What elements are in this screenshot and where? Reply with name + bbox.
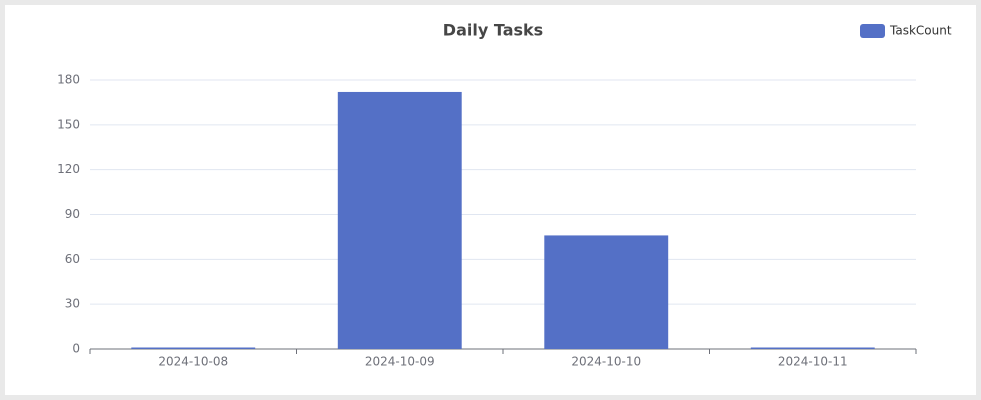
y-tick-label: 60 xyxy=(65,252,80,266)
y-tick-label: 120 xyxy=(57,162,80,176)
bar xyxy=(544,235,669,349)
bar xyxy=(131,347,256,349)
bar xyxy=(750,347,875,349)
y-tick-label: 0 xyxy=(72,342,80,356)
legend-swatch xyxy=(860,24,885,38)
y-tick-label: 90 xyxy=(65,207,80,221)
x-tick-label: 2024-10-09 xyxy=(365,355,435,369)
x-tick-label: 2024-10-08 xyxy=(158,355,228,369)
x-tick-label: 2024-10-11 xyxy=(778,355,848,369)
x-tick-label: 2024-10-10 xyxy=(571,355,641,369)
y-tick-label: 180 xyxy=(57,73,80,87)
bar xyxy=(337,91,462,349)
y-tick-label: 30 xyxy=(65,297,80,311)
legend-label: TaskCount xyxy=(889,24,952,38)
y-tick-label: 150 xyxy=(57,117,80,131)
chart-title: Daily Tasks xyxy=(443,21,543,40)
chart-panel xyxy=(5,5,976,395)
